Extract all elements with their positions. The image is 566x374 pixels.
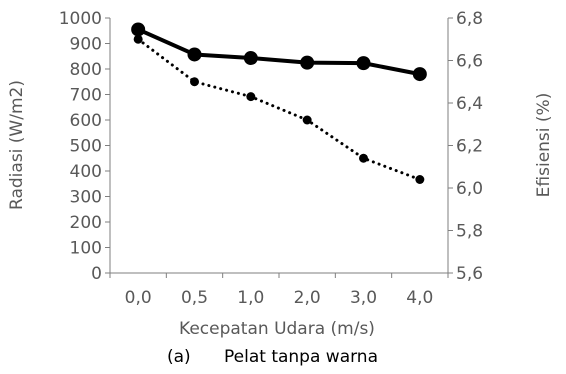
- left-y-tick-label: 200: [70, 213, 102, 233]
- x-tick-labels: 0,0 0,5 1,0 2,0 3,0 4,0: [109, 273, 449, 308]
- x-tick-label: 3,0: [350, 288, 377, 308]
- x-axis-title: Kecepatan Udara (m/s): [179, 319, 375, 339]
- left-y-tick-label: 900: [70, 35, 102, 55]
- left-y-tick-label: 500: [70, 137, 102, 157]
- efisiensi-data-point: [246, 92, 256, 102]
- x-tick-label: 2,0: [294, 288, 321, 308]
- efisiensi-data-point: [133, 34, 143, 44]
- left-y-tick-label: 700: [70, 86, 102, 106]
- y-axis-title-right: Efisiensi (%): [534, 93, 554, 198]
- radiasi-data-point: [131, 22, 146, 37]
- left-y-tick-label: 600: [70, 111, 102, 131]
- right-y-tick-label: 6,2: [456, 137, 483, 157]
- x-tick-label: 0,5: [181, 288, 208, 308]
- chart-axes: [109, 18, 449, 274]
- radiasi-data-point: [300, 55, 315, 70]
- efisiensi-series-line: [136, 37, 422, 181]
- radiasi-data-point: [412, 67, 427, 82]
- right-y-tick-label: 6,8: [456, 9, 483, 29]
- efisiensi-data-point: [359, 153, 368, 163]
- left-y-tick-label: 400: [70, 162, 102, 182]
- radiasi-data-point: [187, 47, 202, 62]
- figure-caption-label: (a): [167, 347, 191, 367]
- figure-caption-text: Pelat tanpa warna: [224, 347, 378, 367]
- right-y-tick-labels: 5,6 5,8 6,0 6,2 6,4 6,6 6,8: [448, 9, 483, 284]
- x-tick-label: 1,0: [237, 288, 264, 308]
- series-layer: [131, 22, 427, 184]
- efisiensi-data-point: [415, 175, 425, 184]
- radiasi-series-line: [136, 27, 422, 77]
- efisiensi-data-point: [190, 77, 199, 87]
- right-y-tick-label: 5,8: [456, 222, 483, 242]
- efisiensi-data-point: [302, 115, 312, 125]
- left-y-tick-labels: 0 100 200 300 400 500 600 700 800 900 1000: [59, 9, 110, 284]
- right-y-tick-label: 5,6: [456, 264, 483, 284]
- x-tick-label: 4,0: [406, 288, 433, 308]
- x-tick-label: 0,0: [125, 288, 152, 308]
- right-y-tick-label: 6,0: [456, 179, 483, 199]
- y-axis-title-left: Radiasi (W/m2): [7, 80, 27, 210]
- left-y-tick-label: 0: [91, 264, 102, 284]
- radiasi-data-point: [356, 56, 371, 71]
- right-y-tick-label: 6,4: [456, 94, 483, 114]
- left-y-tick-label: 1000: [59, 9, 102, 29]
- left-y-tick-label: 100: [70, 239, 102, 259]
- radiasi-data-point: [243, 51, 258, 66]
- left-y-tick-label: 300: [70, 188, 102, 208]
- right-y-tick-label: 6,6: [456, 52, 483, 72]
- left-y-tick-label: 800: [70, 60, 102, 80]
